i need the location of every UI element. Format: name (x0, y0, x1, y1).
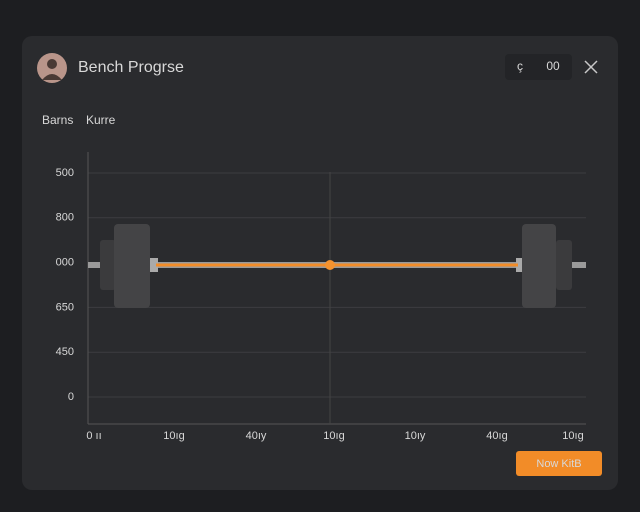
y-tick-label: 800 (56, 212, 74, 224)
y-tick-label: 450 (56, 346, 74, 358)
toolbar-button[interactable] (505, 54, 572, 80)
x-tick-label: 40ıy (246, 430, 267, 442)
legend-item: Barns (42, 113, 73, 127)
plate (114, 224, 150, 308)
y-tick-label: 500 (56, 167, 74, 179)
x-tick-label: 10ıg (163, 430, 184, 442)
plate (522, 224, 556, 308)
x-tick-label: 10ıg (562, 430, 583, 442)
x-tick-label: 10ıy (405, 430, 426, 442)
legend-item: Kurre (86, 113, 116, 127)
collar (150, 258, 158, 272)
plate (556, 240, 572, 290)
x-tick-label: 0 ıı (86, 430, 101, 442)
plate (100, 240, 116, 290)
action-button[interactable] (516, 451, 602, 476)
collar (516, 258, 524, 272)
toolbar-icon: ç (517, 59, 523, 73)
action-label: Now KitB (536, 458, 581, 470)
avatar-body (42, 74, 62, 80)
avatar-head (47, 59, 57, 69)
y-tick-label: 0 (68, 391, 74, 403)
progress-point[interactable] (325, 260, 335, 270)
y-tick-label: 000 (56, 257, 74, 269)
window-title: Bench Progrse (78, 59, 184, 76)
x-tick-label: 10ıg (323, 430, 344, 442)
x-tick-label: 40ıg (486, 430, 507, 442)
close-button[interactable] (584, 60, 598, 74)
y-tick-label: 650 (56, 301, 74, 313)
toolbar-label: 00 (546, 59, 560, 73)
